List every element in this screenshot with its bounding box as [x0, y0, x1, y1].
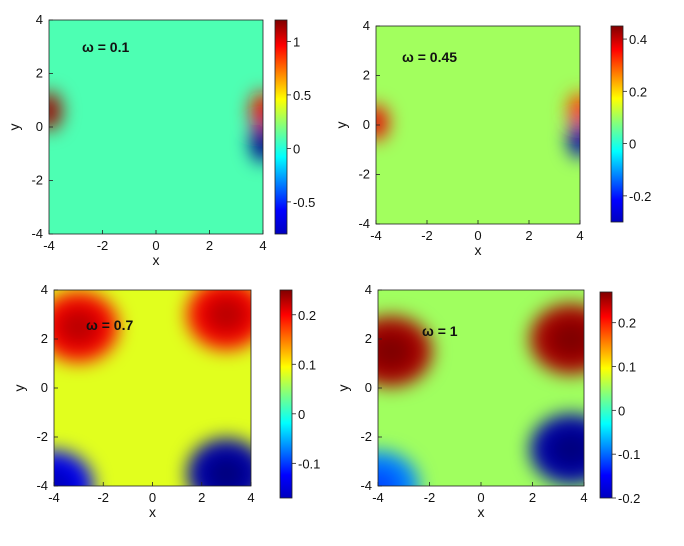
y-tick-label: -4	[360, 478, 372, 493]
x-tick-label: 4	[580, 490, 587, 505]
colorbar	[274, 19, 288, 235]
heatmap-feature-core	[54, 466, 76, 486]
x-tick-label: 0	[149, 490, 156, 505]
y-tick-label: -2	[360, 429, 372, 444]
colorbar-tick-label: 0	[618, 403, 625, 418]
colorbar-tick-label: 0.1	[618, 360, 636, 375]
colorbar-tick-label: 0.4	[629, 32, 647, 47]
y-tick-label: -4	[31, 226, 43, 241]
colorbar	[610, 25, 624, 223]
heatmap-field	[49, 91, 263, 163]
heatmap-feature-core	[255, 132, 263, 154]
y-tick-label: 0	[365, 380, 372, 395]
colorbar-tick-label: 0.2	[298, 308, 316, 323]
colorbar-tick-label: 0	[629, 137, 636, 152]
y-tick-label: -2	[358, 167, 370, 182]
heatmap-field	[376, 92, 580, 158]
heatmap-feature-core	[49, 100, 57, 122]
colorbar-tick-label: -0.2	[629, 189, 651, 204]
colorbar	[599, 291, 613, 499]
heatmap-feature-core	[376, 112, 383, 133]
y-tick-label: 2	[365, 331, 372, 346]
heatmap-background	[376, 26, 580, 224]
y-tick-label: 4	[36, 12, 43, 27]
x-tick-label: 4	[576, 228, 583, 243]
colorbar-tick-label: -0.5	[293, 195, 315, 210]
x-tick-label: -2	[97, 490, 109, 505]
colorbar-tick-label: -0.1	[298, 456, 320, 471]
omega-annotation: ω = 0.1	[82, 39, 129, 55]
y-tick-label: 2	[36, 66, 43, 81]
x-tick-label: 2	[525, 228, 532, 243]
heatmap-panel-1: -4 -2 0 2 4 -4 -2 0 2 4 x y ω = 0.1 -0.5 0 0.5 1	[6, 12, 315, 268]
omega-annotation: ω = 0.7	[86, 317, 133, 333]
omega-annotation: ω = 0.45	[402, 49, 457, 65]
heatmap-feature-core	[548, 429, 584, 469]
colorbar-tick-label: 0	[298, 407, 305, 422]
y-tick-label: 4	[41, 282, 48, 297]
colorbar-tick-label: 0.5	[293, 88, 311, 103]
x-tick-label: 4	[247, 490, 254, 505]
x-axis-label: x	[475, 242, 482, 258]
y-tick-label: 2	[363, 68, 370, 83]
colorbar-tick-label: 1	[293, 34, 300, 49]
y-axis-label: y	[11, 385, 27, 392]
colorbar-tick-label: 0	[293, 141, 300, 156]
heatmap-background	[49, 20, 263, 234]
x-tick-label: 2	[206, 238, 213, 253]
x-tick-label: -4	[43, 238, 55, 253]
y-tick-label: -4	[358, 216, 370, 231]
heatmap-field	[378, 303, 584, 486]
x-tick-label: 0	[474, 228, 481, 243]
x-tick-label: -2	[421, 228, 433, 243]
heatmap-feature-core	[204, 454, 249, 486]
y-tick-label: -2	[36, 429, 48, 444]
x-tick-label: -4	[48, 490, 60, 505]
x-tick-label: 0	[152, 238, 159, 253]
y-tick-label: -4	[36, 478, 48, 493]
y-tick-label: 4	[365, 282, 372, 297]
y-tick-label: 0	[36, 119, 43, 134]
x-tick-label: 0	[477, 490, 484, 505]
colorbar-tick-label: -0.2	[618, 491, 640, 506]
heatmap-feature-core	[573, 100, 580, 120]
omega-annotation: ω = 1	[422, 323, 458, 339]
heatmap-feature-core	[548, 319, 584, 359]
x-tick-label: 2	[198, 490, 205, 505]
y-tick-label: -2	[31, 173, 43, 188]
y-axis-label: y	[333, 122, 349, 129]
heatmap-feature-core	[378, 466, 401, 486]
heatmap-feature-core	[255, 100, 263, 122]
y-tick-label: 0	[41, 380, 48, 395]
x-tick-label: -4	[372, 490, 384, 505]
colorbar-tick-label: -0.1	[618, 447, 640, 462]
x-tick-label: -2	[97, 238, 109, 253]
x-tick-label: -2	[424, 490, 436, 505]
heatmap-panel-2: -4 -2 0 2 4 -4 -2 0 2 4 x y ω = 0.45 -0.2 0 0.2 0.4	[333, 18, 651, 258]
heatmap-feature-core	[204, 295, 249, 334]
y-axis-label: y	[6, 124, 22, 131]
colorbar-tick-label: 0.2	[618, 316, 636, 331]
heatmap-panel-3: -4 -2 0 2 4 -4 -2 0 2 4 x y ω = 0.7 -0.1 0 0.1 0.2	[11, 282, 320, 520]
heatmap-field	[54, 290, 251, 486]
heatmap-feature-core	[573, 130, 580, 150]
heatmap-feature-core	[56, 307, 101, 347]
colorbar-tick-label: 0.2	[629, 84, 647, 99]
x-axis-label: x	[478, 504, 485, 520]
heatmap-panel-4: -4 -2 0 2 4 -4 -2 0 2 4 x y ω = 1 -0.2 -0.1 0 0.1 0.2	[335, 282, 640, 520]
y-axis-label: y	[335, 385, 351, 392]
heatmap-feature-core	[378, 331, 414, 371]
colorbar-tick-label: 0.1	[298, 357, 316, 372]
x-tick-label: -4	[370, 228, 382, 243]
colorbar	[279, 289, 293, 499]
x-axis-label: x	[153, 252, 160, 268]
x-tick-label: 4	[259, 238, 266, 253]
y-tick-label: 2	[41, 331, 48, 346]
y-tick-label: 4	[363, 18, 370, 33]
y-tick-label: 0	[363, 117, 370, 132]
x-tick-label: 2	[529, 490, 536, 505]
x-axis-label: x	[149, 504, 156, 520]
